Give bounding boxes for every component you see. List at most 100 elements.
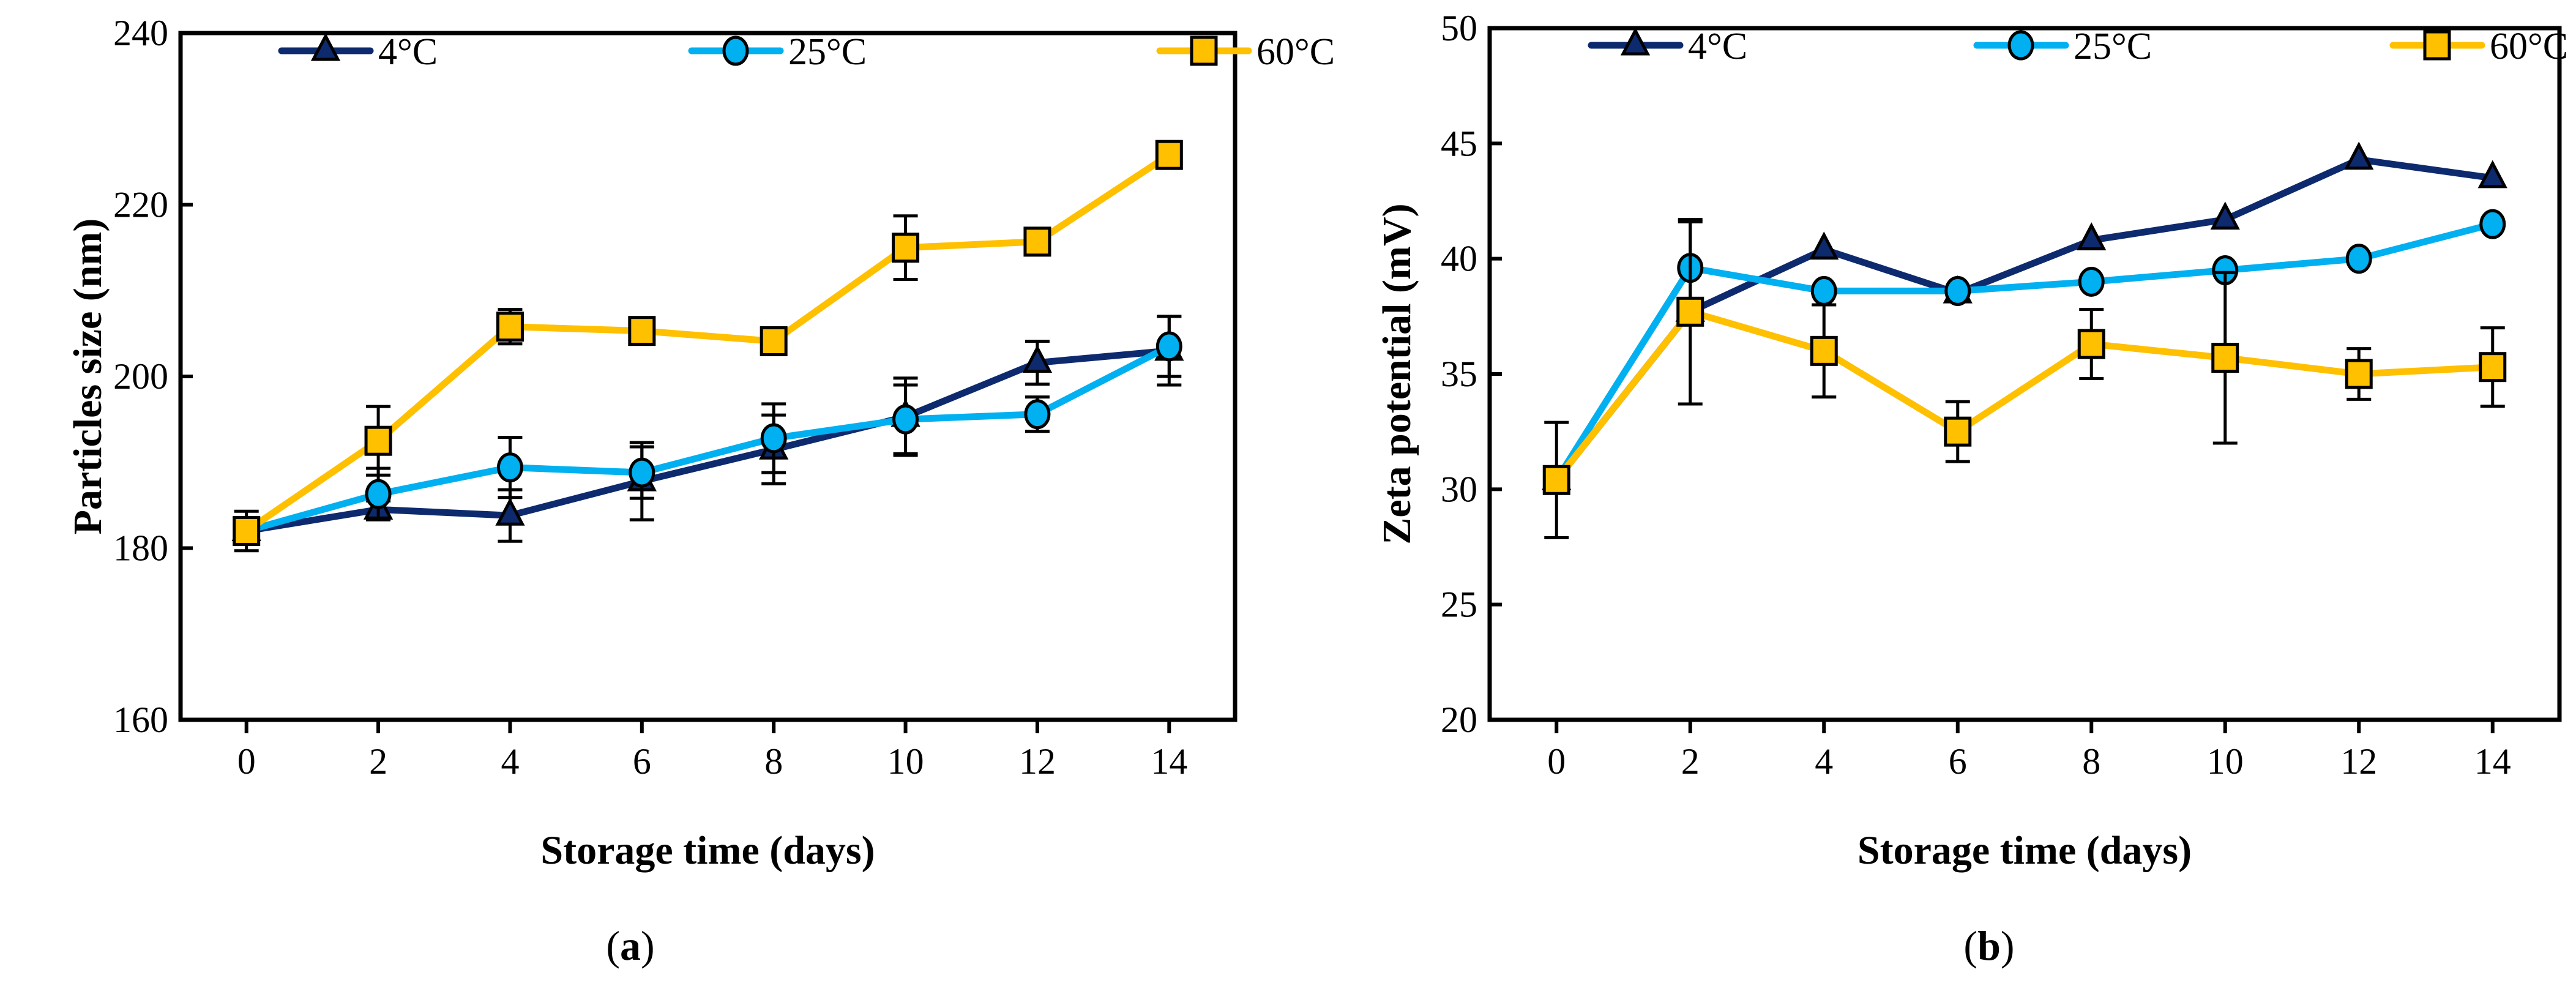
data-point xyxy=(2479,352,2507,383)
panel-label-a: (a) xyxy=(606,922,654,969)
chart-b-zeta-potential: (b) 20 25 30 35 40 45 50 0 2 4 6 8 10 12 14 Storage tim… xyxy=(1375,8,2568,969)
x-tick-label: 6 xyxy=(633,741,651,782)
legend-item: 60°C xyxy=(2389,26,2568,67)
x-tick-label: 0 xyxy=(237,741,256,782)
data-point xyxy=(1944,275,1971,306)
data-point xyxy=(892,404,919,435)
data-point xyxy=(1155,140,1183,170)
data-point xyxy=(496,452,523,483)
legend-item: 60°C xyxy=(1156,31,1335,73)
data-point xyxy=(760,423,787,454)
panel-label-b: (b) xyxy=(1963,922,2014,969)
x-tick-label: 12 xyxy=(2340,741,2377,782)
x-tick-label: 12 xyxy=(1019,741,1056,782)
legend: 4°C 25°C 60°C xyxy=(1588,26,2568,67)
data-point xyxy=(1676,296,1704,327)
x-tick-label: 2 xyxy=(1681,741,1700,782)
data-point xyxy=(1944,416,1972,447)
data-point xyxy=(233,515,261,546)
data-point xyxy=(2210,201,2240,230)
x-axis-title: Storage time (days) xyxy=(1857,828,2192,873)
y-tick-label: 45 xyxy=(1441,123,1477,163)
legend-marker-square-icon xyxy=(1190,36,1218,66)
y-tick-label: 25 xyxy=(1441,585,1477,625)
data-point xyxy=(1155,331,1182,362)
data-point xyxy=(1810,275,1837,306)
y-tick-label: 200 xyxy=(113,356,168,397)
series-line xyxy=(1553,156,2493,482)
legend-item: 25°C xyxy=(1973,26,2152,67)
data-point xyxy=(496,312,524,342)
legend-marker-circle-icon xyxy=(722,36,749,66)
data-point xyxy=(365,479,392,509)
y-tick-label: 240 xyxy=(113,13,168,53)
x-tick-label: 8 xyxy=(764,741,783,782)
data-point xyxy=(2477,160,2507,189)
data-point xyxy=(1023,226,1051,257)
data-point xyxy=(364,425,392,456)
series-60C xyxy=(233,140,1183,553)
data-point xyxy=(760,326,788,356)
x-tick-label: 4 xyxy=(1815,741,1833,782)
y-tick-label: 220 xyxy=(113,185,168,225)
data-point xyxy=(2077,222,2107,251)
data-point xyxy=(2344,141,2374,170)
series-line xyxy=(244,152,1171,534)
y-tick-label: 180 xyxy=(113,528,168,569)
data-point xyxy=(2345,359,2373,389)
data-point xyxy=(628,316,656,346)
x-tick-label: 14 xyxy=(2474,741,2511,782)
y-tick-label: 20 xyxy=(1441,700,1477,740)
y-tick-label: 35 xyxy=(1441,354,1477,394)
y-axis-title: Particles size (nm) xyxy=(65,219,110,535)
y-axis-title: Zeta potential (mV) xyxy=(1375,203,1419,544)
legend-marker-circle-icon xyxy=(2007,30,2034,61)
data-point xyxy=(2479,209,2506,239)
legend-marker-triangle-icon xyxy=(1620,27,1651,56)
data-point xyxy=(629,457,655,488)
legend-label: 4°C xyxy=(1688,26,1747,67)
x-axis-title: Storage time (days) xyxy=(540,828,875,873)
x-tick-label: 10 xyxy=(887,741,924,782)
legend-marker-square-icon xyxy=(2423,30,2451,61)
legend-label: 25°C xyxy=(788,31,867,73)
legend-item: 4°C xyxy=(1588,26,1747,67)
chart-a-particle-size: (a) 160 180 200 220 240 0 2 4 6 8 10 12 14 Storage ti… xyxy=(65,13,1335,969)
legend-label: 60°C xyxy=(2490,26,2568,67)
data-point xyxy=(1809,231,1839,260)
x-tick-label: 2 xyxy=(369,741,387,782)
series-line xyxy=(245,343,1171,534)
data-point xyxy=(1542,465,1570,495)
series-line xyxy=(1553,308,2493,482)
data-point xyxy=(892,233,920,263)
x-tick-label: 6 xyxy=(1949,741,1967,782)
legend-label: 25°C xyxy=(2074,26,2152,67)
data-point xyxy=(2077,329,2105,359)
x-tick-label: 14 xyxy=(1151,741,1187,782)
data-point xyxy=(1022,345,1053,373)
x-tick-label: 4 xyxy=(501,741,519,782)
data-point xyxy=(2078,266,2105,297)
data-point xyxy=(2211,343,2239,373)
legend-label: 4°C xyxy=(378,31,438,73)
y-tick-label: 40 xyxy=(1441,239,1477,279)
series-line xyxy=(1553,220,2494,482)
legend-item: 4°C xyxy=(278,31,438,73)
legend-label: 60°C xyxy=(1256,31,1335,73)
legend-marker-triangle-icon xyxy=(310,32,341,61)
series-line xyxy=(245,347,1170,534)
series-25C xyxy=(233,315,1182,546)
y-tick-label: 50 xyxy=(1441,8,1477,48)
y-tick-label: 160 xyxy=(113,700,168,740)
legend: 4°C 25°C 60°C xyxy=(278,31,1335,73)
data-point xyxy=(495,497,525,526)
x-tick-label: 10 xyxy=(2207,741,2244,782)
data-point xyxy=(1810,335,1838,366)
data-point xyxy=(1024,399,1051,430)
x-tick-label: 8 xyxy=(2082,741,2100,782)
plot-frame xyxy=(178,31,1238,722)
data-point xyxy=(2345,244,2372,274)
series-60C xyxy=(1542,218,2507,539)
y-tick-label: 30 xyxy=(1441,469,1477,509)
